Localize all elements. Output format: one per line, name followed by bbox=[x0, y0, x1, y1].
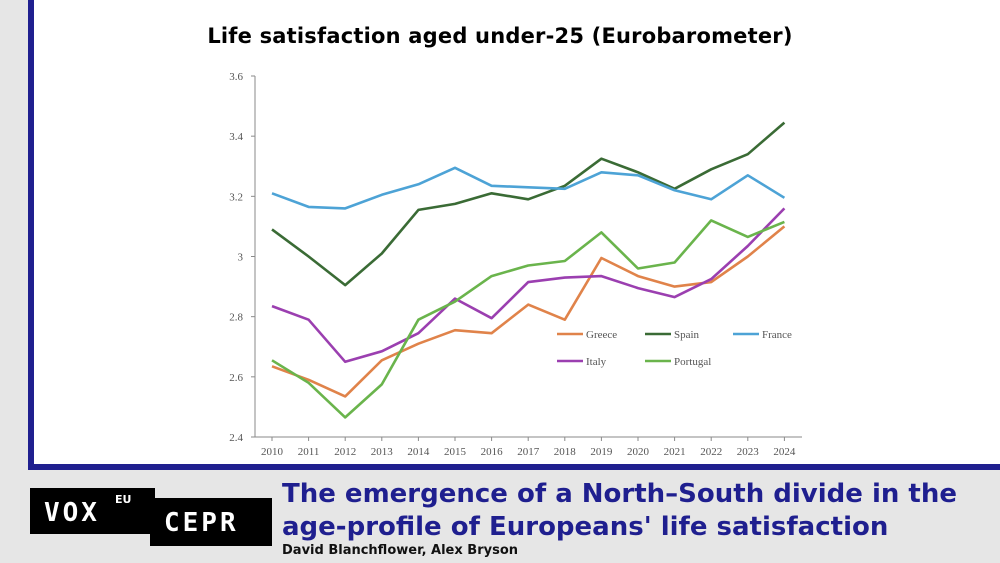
legend-label-italy: Italy bbox=[586, 356, 607, 368]
x-tick-label: 2016 bbox=[481, 446, 504, 458]
article-authors: David Blanchflower, Alex Bryson bbox=[282, 543, 518, 558]
voxeu-logo-text: VOX bbox=[44, 498, 100, 528]
x-tick-label: 2012 bbox=[334, 446, 356, 458]
cepr-logo[interactable] bbox=[150, 498, 272, 546]
article-headline[interactable]: The emergence of a North–South divide in… bbox=[282, 478, 992, 544]
x-tick-label: 2021 bbox=[664, 446, 686, 458]
x-tick-label: 2010 bbox=[261, 446, 284, 458]
y-tick-label: 3.2 bbox=[229, 191, 243, 203]
series-line-italy bbox=[271, 207, 786, 364]
x-tick-label: 2015 bbox=[444, 446, 467, 458]
legend-label-portugal: Portugal bbox=[674, 356, 711, 368]
y-tick-label: 2.8 bbox=[229, 312, 243, 324]
x-tick-label: 2019 bbox=[590, 446, 613, 458]
series-line-france bbox=[271, 166, 786, 210]
x-tick-label: 2013 bbox=[371, 446, 394, 458]
x-tick-label: 2023 bbox=[737, 446, 760, 458]
x-tick-label: 2017 bbox=[517, 446, 540, 458]
voxeu-logo-superscript: EU bbox=[115, 493, 132, 506]
x-tick-label: 2018 bbox=[554, 446, 577, 458]
chart-panel bbox=[28, 0, 1000, 470]
chart-series bbox=[271, 121, 786, 419]
x-tick-label: 2014 bbox=[407, 446, 430, 458]
cepr-logo-text: CEPR bbox=[164, 508, 239, 538]
y-tick-label: 3.4 bbox=[229, 131, 243, 143]
chart-legend: Greece Spain France Italy Portugal bbox=[557, 329, 792, 368]
series-line-spain bbox=[271, 121, 786, 287]
x-tick-label: 2024 bbox=[773, 446, 796, 458]
series-line-greece bbox=[271, 225, 786, 398]
line-chart: 2.4 2.6 2.8 3 3.2 3.4 3.6 2010 2011 2012 2013 2014 2… bbox=[229, 71, 802, 458]
legend-label-greece: Greece bbox=[586, 329, 617, 341]
series-line-portugal bbox=[271, 219, 785, 419]
x-tick-label: 2011 bbox=[298, 446, 320, 458]
y-tick-label: 3 bbox=[238, 252, 244, 264]
legend-label-france: France bbox=[762, 329, 792, 341]
headline-line-2: age-profile of Europeans' life satisfact… bbox=[282, 512, 889, 542]
y-tick-label: 2.4 bbox=[229, 432, 243, 444]
chart-title: Life satisfaction aged under-25 (Eurobar… bbox=[207, 24, 793, 48]
y-tick-label: 2.6 bbox=[229, 372, 243, 384]
voxeu-logo[interactable] bbox=[30, 488, 155, 534]
chart-axes: 2.4 2.6 2.8 3 3.2 3.4 3.6 2010 2011 2012 2013 2014 2… bbox=[229, 71, 802, 458]
y-tick-label: 3.6 bbox=[229, 71, 243, 83]
legend-label-spain: Spain bbox=[674, 329, 700, 341]
x-tick-label: 2020 bbox=[627, 446, 650, 458]
headline-line-1: The emergence of a North–South divide in… bbox=[282, 479, 957, 509]
x-tick-label: 2022 bbox=[700, 446, 722, 458]
